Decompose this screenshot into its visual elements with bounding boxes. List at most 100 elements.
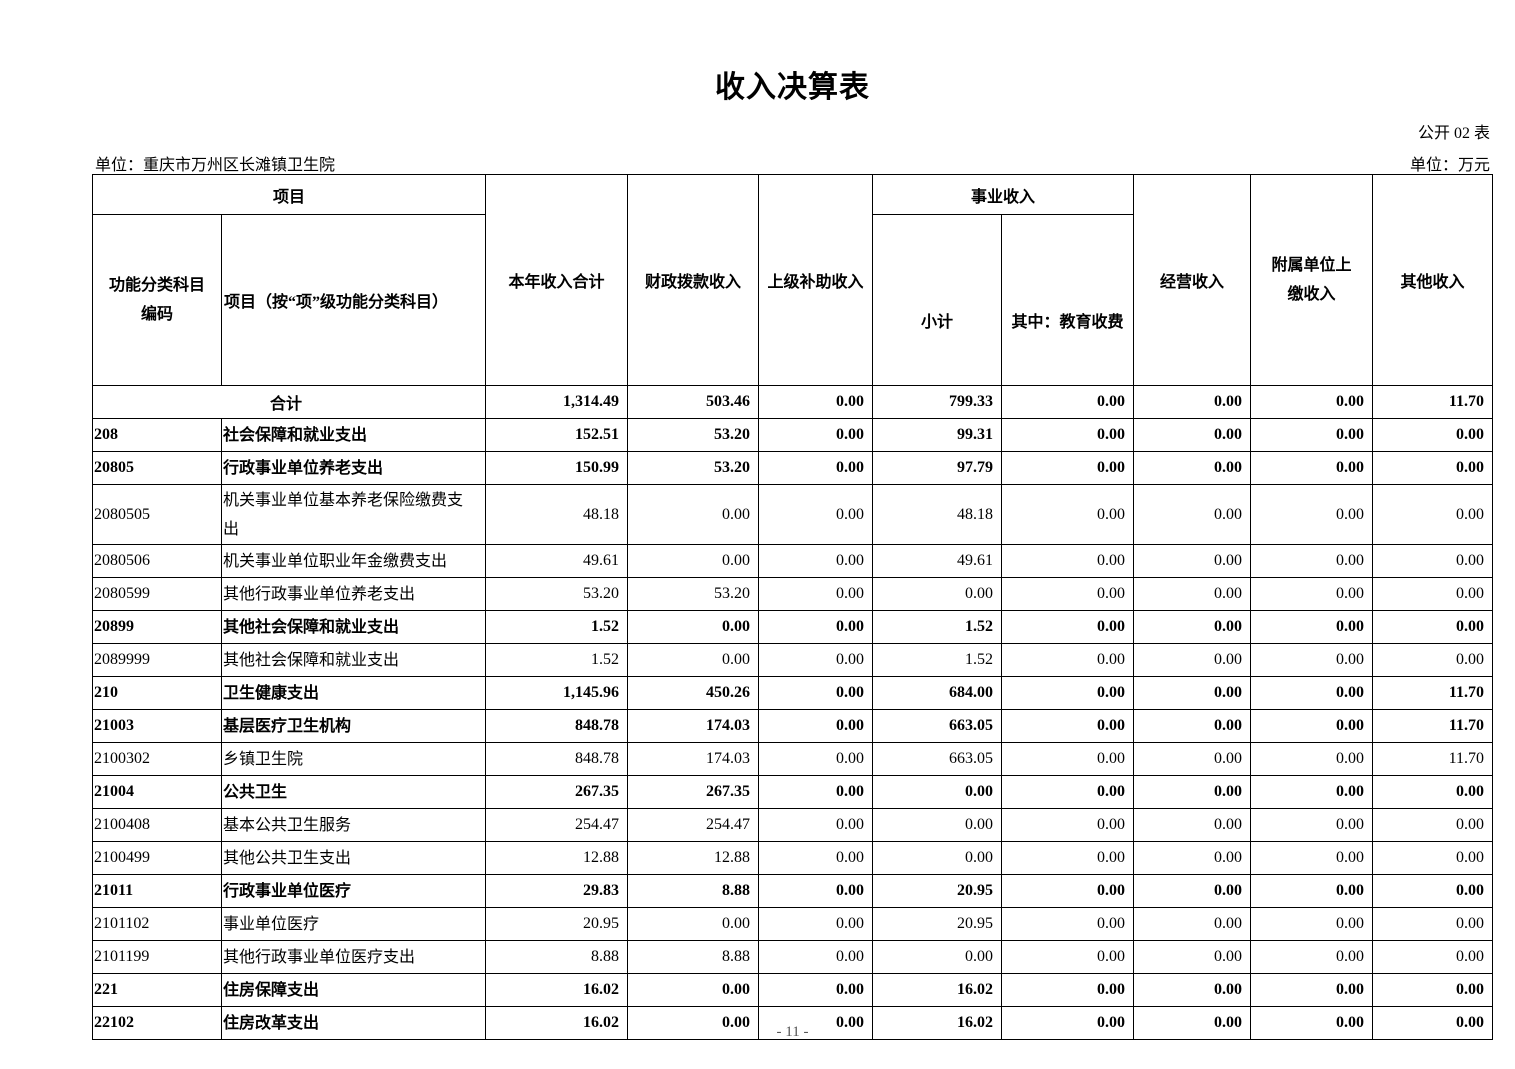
amount-cell: 48.18 bbox=[872, 484, 1003, 545]
amount-cell: 0.00 bbox=[758, 709, 874, 743]
amount-cell: 0.00 bbox=[1250, 610, 1374, 644]
form-number: 公开 02 表 bbox=[1417, 125, 1490, 142]
amount-cell: 11.70 bbox=[1372, 676, 1494, 710]
amount-cell: 49.61 bbox=[485, 544, 629, 578]
subject-name: 住房保障支出 bbox=[220, 973, 487, 1007]
amount-cell: 0.00 bbox=[1372, 643, 1494, 677]
header-project: 项目 bbox=[91, 174, 487, 215]
amount-cell: 0.00 bbox=[1372, 451, 1494, 485]
amount-cell: 53.20 bbox=[627, 418, 760, 452]
subject-code: 21003 bbox=[92, 709, 222, 743]
subject-code: 2100302 bbox=[92, 742, 222, 776]
amount-cell: 684.00 bbox=[872, 676, 1003, 710]
amount-cell: 0.00 bbox=[1372, 808, 1494, 842]
amount-cell: 0.00 bbox=[1001, 742, 1135, 776]
subject-name: 卫生健康支出 bbox=[220, 676, 487, 710]
subject-name: 社会保障和就业支出 bbox=[220, 418, 487, 452]
amount-cell: 0.00 bbox=[872, 775, 1003, 809]
amount-cell: 0.00 bbox=[1001, 451, 1135, 485]
subject-code: 2080505 bbox=[92, 484, 222, 545]
table-row: 2100408 基本公共卫生服务 254.47 254.47 0.00 0.00 0.00 0… bbox=[92, 808, 1494, 842]
amount-cell: 0.00 bbox=[1001, 577, 1135, 611]
amount-cell: 0.00 bbox=[1250, 451, 1374, 485]
amount-cell: 0.00 bbox=[1133, 775, 1252, 809]
amount-cell: 0.00 bbox=[758, 451, 874, 485]
amount-cell: 267.35 bbox=[627, 775, 760, 809]
amount-cell: 0.00 bbox=[758, 484, 874, 545]
table-row: 21004 公共卫生 267.35 267.35 0.00 0.00 0.00 0.00 0.0… bbox=[92, 775, 1494, 809]
amount-cell: 0.00 bbox=[1001, 1006, 1135, 1040]
subject-name: 其他社会保障和就业支出 bbox=[220, 610, 487, 644]
amount-cell: 8.88 bbox=[485, 940, 629, 974]
amount-cell: 0.00 bbox=[1133, 676, 1252, 710]
amount-cell: 0.00 bbox=[1250, 418, 1374, 452]
amount-cell: 0.00 bbox=[1250, 643, 1374, 677]
table-row: 22102 住房改革支出 16.02 0.00 0.00 16.02 0.00 0.00 0.0… bbox=[92, 1006, 1494, 1040]
amount-cell: 0.00 bbox=[1250, 775, 1374, 809]
amount-cell: 0.00 bbox=[1372, 775, 1494, 809]
amount-cell: 0.00 bbox=[1250, 1006, 1374, 1040]
amount-cell: 254.47 bbox=[627, 808, 760, 842]
amount-cell: 150.99 bbox=[485, 451, 629, 485]
unit-currency: 单位：万元 bbox=[1409, 157, 1490, 174]
amount-cell: 0.00 bbox=[758, 940, 874, 974]
amount-cell: 0.00 bbox=[1001, 676, 1135, 710]
amount-cell: 0.00 bbox=[1001, 418, 1135, 452]
amount-cell: 53.20 bbox=[627, 451, 760, 485]
amount-cell: 0.00 bbox=[1133, 973, 1252, 1007]
amount-cell: 0.00 bbox=[758, 841, 874, 875]
amount-cell: 53.20 bbox=[485, 577, 629, 611]
subject-name: 事业单位医疗 bbox=[220, 907, 487, 941]
subject-code: 20805 bbox=[92, 451, 222, 485]
amount-cell: 0.00 bbox=[627, 907, 760, 941]
amount-cell: 0.00 bbox=[1372, 907, 1494, 941]
subject-name: 其他社会保障和就业支出 bbox=[220, 643, 487, 677]
amount-cell: 0.00 bbox=[1133, 808, 1252, 842]
amount-cell: 0.00 bbox=[1250, 874, 1374, 908]
header-name: 项目（按“项”级功能分类科目） bbox=[220, 214, 487, 386]
total-value: 11.70 bbox=[1372, 385, 1494, 419]
amount-cell: 0.00 bbox=[1133, 451, 1252, 485]
subject-name: 机关事业单位基本养老保险缴费支出 bbox=[220, 484, 487, 545]
amount-cell: 0.00 bbox=[1133, 643, 1252, 677]
amount-cell: 0.00 bbox=[1133, 1006, 1252, 1040]
amount-cell: 0.00 bbox=[758, 775, 874, 809]
subject-name: 基层医疗卫生机构 bbox=[220, 709, 487, 743]
amount-cell: 48.18 bbox=[485, 484, 629, 545]
subject-name: 其他行政事业单位养老支出 bbox=[220, 577, 487, 611]
amount-cell: 0.00 bbox=[1372, 418, 1494, 452]
amount-cell: 0.00 bbox=[627, 544, 760, 578]
subject-code: 2101199 bbox=[92, 940, 222, 974]
amount-cell: 16.02 bbox=[872, 973, 1003, 1007]
total-value: 503.46 bbox=[627, 385, 760, 419]
subject-name: 公共卫生 bbox=[220, 775, 487, 809]
amount-cell: 0.00 bbox=[758, 742, 874, 776]
amount-cell: 0.00 bbox=[1250, 841, 1374, 875]
subject-code: 2100499 bbox=[92, 841, 222, 875]
amount-cell: 0.00 bbox=[1250, 544, 1374, 578]
subject-name: 机关事业单位职业年金缴费支出 bbox=[220, 544, 487, 578]
amount-cell: 99.31 bbox=[872, 418, 1003, 452]
subject-code: 20899 bbox=[92, 610, 222, 644]
header-business-group: 事业收入 bbox=[872, 174, 1135, 215]
subject-code: 2080506 bbox=[92, 544, 222, 578]
table-row: 2100499 其他公共卫生支出 12.88 12.88 0.00 0.00 0.00 0.0… bbox=[92, 841, 1494, 875]
amount-cell: 20.95 bbox=[485, 907, 629, 941]
page-title: 收入决算表 bbox=[715, 71, 870, 104]
table-row: 20899 其他社会保障和就业支出 1.52 0.00 0.00 1.52 0.00 0.00… bbox=[92, 610, 1494, 644]
header-other: 其他收入 bbox=[1372, 174, 1494, 386]
amount-cell: 20.95 bbox=[872, 874, 1003, 908]
amount-cell: 254.47 bbox=[485, 808, 629, 842]
subject-code: 208 bbox=[92, 418, 222, 452]
subject-code: 2101102 bbox=[92, 907, 222, 941]
amount-cell: 0.00 bbox=[1133, 418, 1252, 452]
subject-code: 221 bbox=[92, 973, 222, 1007]
table-row: 21011 行政事业单位医疗 29.83 8.88 0.00 20.95 0.00 0.00 0… bbox=[92, 874, 1494, 908]
amount-cell: 53.20 bbox=[627, 577, 760, 611]
amount-cell: 0.00 bbox=[1001, 973, 1135, 1007]
table-row: 2080506 机关事业单位职业年金缴费支出 49.61 0.00 0.00 49.61 0… bbox=[92, 544, 1494, 578]
amount-cell: 0.00 bbox=[1372, 973, 1494, 1007]
amount-cell: 0.00 bbox=[758, 610, 874, 644]
subject-code: 2100408 bbox=[92, 808, 222, 842]
amount-cell: 0.00 bbox=[1133, 709, 1252, 743]
